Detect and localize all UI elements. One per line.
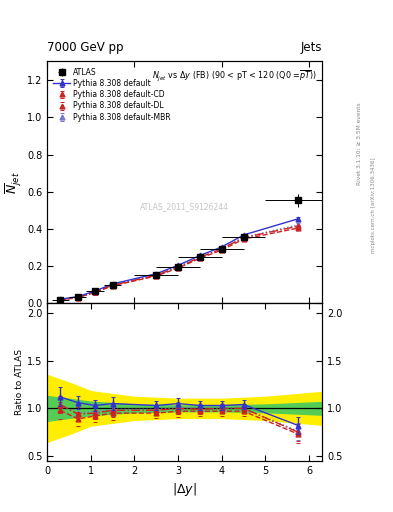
Text: mcplots.cern.ch [arXiv:1306.3436]: mcplots.cern.ch [arXiv:1306.3436] — [371, 157, 376, 252]
Text: 7000 GeV pp: 7000 GeV pp — [47, 41, 124, 54]
Text: Rivet 3.1.10; ≥ 3.5M events: Rivet 3.1.10; ≥ 3.5M events — [357, 102, 362, 185]
Text: $N_{jet}$ vs $\Delta y$ (FB) (90 < pT < 120 (Q0 =$\overline{pT}$)): $N_{jet}$ vs $\Delta y$ (FB) (90 < pT < … — [152, 69, 317, 84]
Text: Jets: Jets — [301, 41, 322, 54]
Y-axis label: $\overline{N}_{jet}$: $\overline{N}_{jet}$ — [4, 171, 24, 194]
Y-axis label: Ratio to ATLAS: Ratio to ATLAS — [15, 349, 24, 415]
X-axis label: $|\Delta y|$: $|\Delta y|$ — [172, 481, 197, 498]
Legend: ATLAS, Pythia 8.308 default, Pythia 8.308 default-CD, Pythia 8.308 default-DL, P: ATLAS, Pythia 8.308 default, Pythia 8.30… — [51, 65, 173, 124]
Text: ATLAS_2011_S9126244: ATLAS_2011_S9126244 — [140, 202, 229, 211]
